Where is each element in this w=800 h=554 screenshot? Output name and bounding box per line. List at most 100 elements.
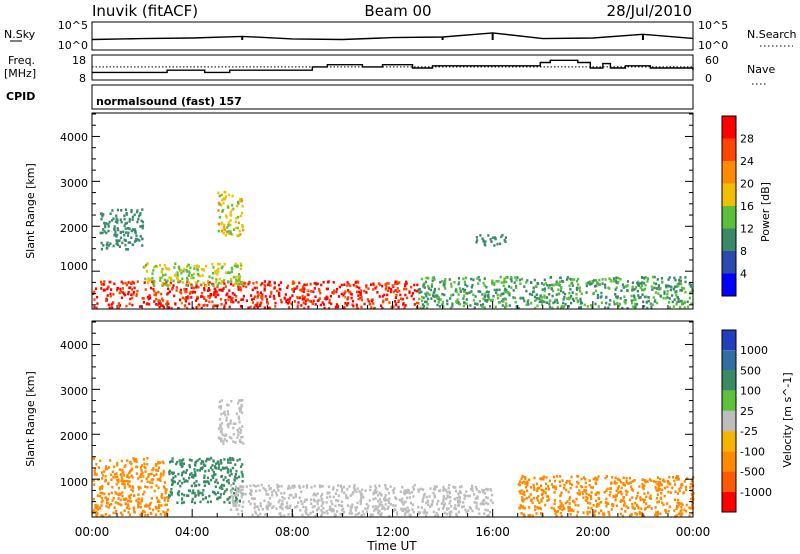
- rti-cell: [399, 490, 402, 494]
- velocity-colorbar-tick: 1000: [740, 344, 768, 357]
- rti-cell: [658, 483, 661, 486]
- rti-cell: [259, 502, 262, 505]
- rti-cell: [466, 284, 469, 288]
- rti-cell: [93, 473, 96, 476]
- rti-cell: [300, 304, 303, 307]
- rti-cell: [313, 282, 316, 285]
- rti-cell: [141, 224, 144, 228]
- rti-cell: [175, 272, 178, 276]
- rti-cell: [360, 497, 363, 501]
- rti-cell: [560, 491, 563, 494]
- rti-cell: [155, 291, 158, 295]
- rti-cell: [136, 209, 139, 212]
- rti-cell: [227, 193, 230, 197]
- rti-cell: [659, 496, 662, 500]
- rti-cell: [566, 500, 569, 503]
- rti-cell: [101, 477, 104, 480]
- rti-cell: [373, 306, 376, 310]
- rti-cell: [484, 299, 487, 302]
- rti-cell: [340, 489, 343, 493]
- rti-cell: [607, 502, 610, 505]
- rti-cell: [312, 290, 315, 293]
- rti-cell: [240, 495, 243, 499]
- rti-cell: [645, 495, 648, 499]
- rti-cell: [239, 267, 242, 271]
- rti-cell: [657, 284, 660, 287]
- rti-cell: [676, 296, 680, 299]
- rti-cell: [206, 457, 209, 461]
- rti-cell: [241, 475, 244, 478]
- rti-cell: [125, 283, 128, 287]
- rti-cell: [359, 502, 362, 506]
- rti-cell: [455, 512, 458, 516]
- rti-cell: [224, 195, 227, 198]
- rti-cell: [420, 277, 423, 281]
- rti-cell: [120, 475, 123, 478]
- rti-cell: [113, 282, 116, 286]
- rti-cell: [332, 486, 335, 489]
- rti-cell: [238, 486, 241, 490]
- rti-cell: [552, 475, 555, 479]
- rti-cell: [320, 495, 323, 498]
- rti-cell: [536, 304, 539, 308]
- rti-cell: [344, 290, 347, 293]
- rti-cell: [432, 510, 435, 514]
- rti-cell: [588, 510, 591, 514]
- rti-cell: [635, 497, 638, 500]
- rti-cell: [493, 236, 497, 239]
- rti-cell: [254, 485, 257, 488]
- rti-cell: [263, 283, 266, 287]
- rti-cell: [411, 508, 414, 511]
- rti-cell: [617, 276, 620, 280]
- rti-cell: [569, 482, 572, 486]
- rti-cell: [220, 203, 223, 207]
- rti-cell: [684, 485, 687, 489]
- rti-cell: [241, 283, 244, 287]
- rti-cell: [121, 291, 124, 294]
- rti-cell: [230, 300, 233, 304]
- power-data: [92, 190, 694, 310]
- rti-cell: [515, 305, 518, 309]
- rti-cell: [569, 496, 572, 499]
- rti-cell: [568, 284, 571, 288]
- rti-cell: [551, 294, 554, 298]
- rti-cell: [200, 268, 203, 271]
- rti-cell: [106, 498, 109, 502]
- rti-cell: [194, 474, 197, 477]
- rti-cell: [392, 305, 395, 308]
- rti-cell: [256, 305, 259, 309]
- rti-cell: [234, 475, 237, 479]
- rti-cell: [668, 482, 671, 486]
- rti-cell: [203, 287, 206, 290]
- rti-cell: [141, 226, 144, 230]
- rti-cell: [120, 280, 123, 284]
- rti-cell: [197, 489, 200, 493]
- rti-cell: [543, 289, 546, 293]
- rti-cell: [677, 478, 680, 481]
- rti-cell: [451, 302, 454, 306]
- rti-cell: [145, 503, 148, 507]
- rti-cell: [593, 279, 596, 282]
- rti-cell: [458, 287, 461, 290]
- rti-cell: [365, 502, 368, 506]
- rti-cell: [318, 289, 321, 292]
- rti-cell: [646, 306, 649, 310]
- rti-cell: [137, 217, 140, 221]
- rti-cell: [222, 228, 225, 231]
- rti-cell: [137, 477, 140, 480]
- rti-cell: [601, 282, 604, 286]
- rti-cell: [220, 462, 223, 465]
- rti-cell: [149, 481, 152, 484]
- rti-cell: [470, 277, 473, 281]
- rti-cell: [569, 486, 572, 490]
- rti-cell: [106, 241, 109, 245]
- vel-tick-label-1000: 1000: [60, 476, 88, 489]
- rti-cell: [561, 504, 565, 507]
- rti-cell: [143, 490, 146, 494]
- rti-cell: [221, 487, 224, 490]
- rti-cell: [138, 239, 141, 242]
- rti-cell: [426, 499, 429, 503]
- rti-cell: [218, 400, 221, 403]
- sky-line: [91, 32, 694, 41]
- rti-cell: [216, 283, 219, 287]
